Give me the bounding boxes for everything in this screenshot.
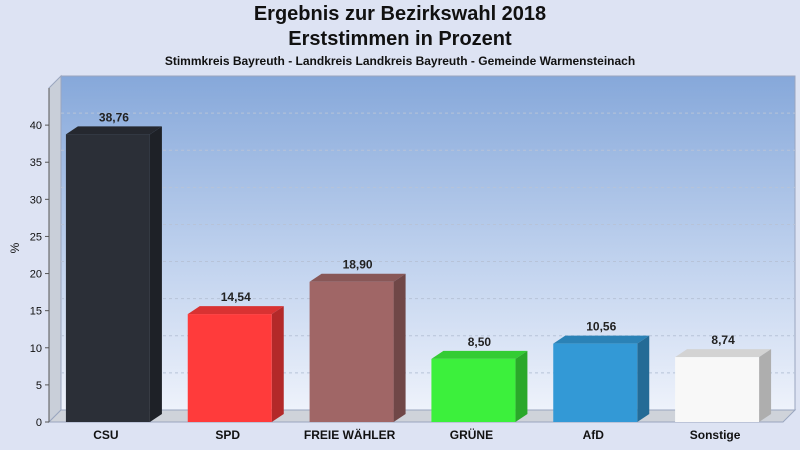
plot-left-wall xyxy=(48,74,62,424)
x-tick-label: AfD xyxy=(583,428,605,442)
bar-top xyxy=(187,306,284,315)
bar-side xyxy=(515,350,528,422)
bar-front xyxy=(553,343,638,422)
bar-top xyxy=(309,273,406,282)
y-axis-label: % xyxy=(8,242,22,253)
bar-freie-w-hler: 18,90 xyxy=(309,258,406,422)
bar-value-label: 8,74 xyxy=(711,333,735,347)
x-tick-label: CSU xyxy=(93,428,118,442)
bar-csu: 38,76 xyxy=(65,110,162,422)
x-tick-label: FREIE WÄHLER xyxy=(304,427,396,442)
bar-top xyxy=(65,126,162,135)
plot-background xyxy=(60,75,796,411)
bar-front xyxy=(431,358,516,422)
bar-side xyxy=(637,335,650,422)
x-tick-label: SPD xyxy=(215,428,240,442)
chart-subtitle: Erststimmen in Prozent xyxy=(288,28,512,50)
bar-value-label: 14,54 xyxy=(221,290,251,304)
bar-side xyxy=(271,306,284,422)
y-tick-label: 0 xyxy=(36,417,42,429)
bar-afd: 10,56 xyxy=(553,320,650,422)
y-tick-label: 15 xyxy=(30,306,42,318)
bar-top xyxy=(553,335,650,344)
bar-value-label: 18,90 xyxy=(343,258,373,272)
bar-top xyxy=(431,350,528,359)
y-axis: 0 5 10 15 20 25 30 35 40 xyxy=(30,88,50,429)
y-tick-label: 25 xyxy=(30,231,42,243)
y-tick-label: 5 xyxy=(36,380,42,392)
bar-gr-ne: 8,50 xyxy=(431,335,528,422)
bar-front xyxy=(187,314,272,422)
bar-value-label: 38,76 xyxy=(99,110,129,124)
bar-front xyxy=(675,357,760,422)
y-tick-label: 10 xyxy=(30,343,42,355)
bar-value-label: 8,50 xyxy=(468,335,492,349)
bar-top xyxy=(675,349,772,358)
chart-caption: Stimmkreis Bayreuth - Landkreis Landkrei… xyxy=(164,54,636,68)
bar-front xyxy=(309,281,394,422)
grid-lines xyxy=(61,112,795,374)
y-tick-label: 30 xyxy=(30,194,42,206)
x-axis: CSU SPD FREIE WÄHLER GRÜNE AfD Sonstige xyxy=(93,427,741,442)
y-tick-label: 20 xyxy=(30,269,42,281)
bar-side xyxy=(393,273,406,422)
bars: 38,76 14,54 18,90 8,50 10,56 8,74 xyxy=(65,110,772,422)
bar-sonstige: 8,74 xyxy=(675,333,772,422)
bar-spd: 14,54 xyxy=(187,290,284,422)
y-tick-label: 40 xyxy=(30,120,42,132)
bar-side xyxy=(759,349,772,422)
bar-side xyxy=(149,126,162,422)
x-tick-label: Sonstige xyxy=(690,428,741,442)
x-tick-label: GRÜNE xyxy=(450,427,493,442)
bar-front xyxy=(65,134,150,422)
chart-title: Ergebnis zur Bezirkswahl 2018 xyxy=(253,3,547,25)
bar-value-label: 10,56 xyxy=(586,320,616,334)
y-tick-label: 35 xyxy=(30,157,42,169)
